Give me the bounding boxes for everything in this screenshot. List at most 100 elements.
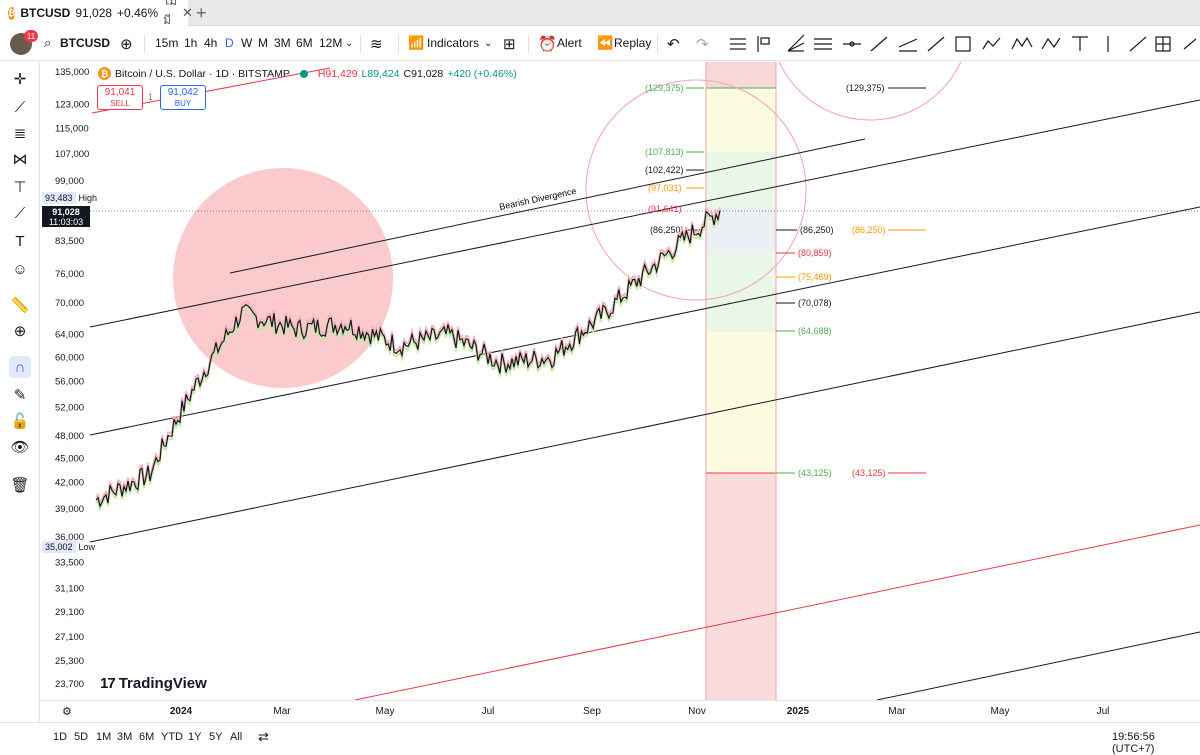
range-5Y[interactable]: 5Y	[209, 731, 223, 743]
lock-icon[interactable]: 🔓	[10, 413, 30, 430]
abc-pattern-icon[interactable]	[1041, 37, 1061, 50]
fixed-range-icon[interactable]	[1072, 36, 1088, 51]
alert-button[interactable]: Alert	[557, 36, 582, 50]
redo-icon[interactable]: ↷	[696, 36, 709, 53]
interval-6M[interactable]: 6M	[296, 36, 313, 50]
chevron-down-icon[interactable]: ⌄	[484, 38, 493, 49]
long-position-icon[interactable]	[757, 36, 770, 52]
horizontal-line-icon[interactable]	[843, 41, 861, 47]
chart-type-icon[interactable]: ≋	[370, 36, 383, 53]
right-label-86250-a: (86,250)	[800, 225, 834, 235]
price-tick-label: 52,000	[55, 403, 84, 414]
sell-price: 91,041	[104, 86, 136, 98]
fib-retracement-icon[interactable]	[730, 38, 746, 50]
undo-icon[interactable]: ↶	[667, 36, 680, 53]
fib-label-70078: (70,078)	[798, 298, 832, 308]
divider	[144, 34, 145, 54]
range-1Y[interactable]: 1Y	[188, 731, 202, 743]
trash-icon[interactable]: 🗑	[10, 477, 30, 494]
interval-4h[interactable]: 4h	[204, 36, 218, 50]
chevron-down-icon[interactable]: ⌄	[345, 38, 354, 49]
interval-3M[interactable]: 3M	[274, 36, 291, 50]
price-line	[95, 210, 721, 508]
range-bar: 1D 5D 1M 3M 6M YTD 1Y 5Y All ⇄ 19:56:56 …	[0, 722, 1200, 755]
range-3M[interactable]: 3M	[117, 731, 133, 743]
regression-icon[interactable]	[898, 38, 918, 52]
countdown: 11:03:03	[48, 217, 84, 227]
interval-1h[interactable]: 1h	[184, 36, 198, 50]
ruler-icon[interactable]: 📏	[10, 297, 30, 314]
text-tool-icon[interactable]: T	[15, 232, 25, 250]
interval-15m[interactable]: 15m	[155, 36, 179, 50]
legend-low: L89,424	[361, 67, 400, 80]
low-label: Low	[78, 542, 96, 552]
new-tab-icon[interactable]: +	[196, 3, 207, 23]
zoom-in-icon[interactable]: ⊕	[13, 323, 27, 340]
price-chart[interactable]: Bearish Divergence (129,375) (107,813) (…	[40, 62, 1200, 700]
time-axis[interactable]: ⚙ 2024 Mar May Jul Sep Nov 2025 Mar May …	[40, 700, 1200, 722]
pattern-tool-icon[interactable]: ⋈	[12, 151, 28, 168]
range-1D[interactable]: 1D	[53, 731, 68, 743]
templates-icon[interactable]: ⊞	[503, 36, 516, 53]
tab-symbol: BTCUSD	[20, 6, 71, 20]
time-label: 2025	[786, 706, 810, 717]
magnet-icon[interactable]: ∩	[9, 356, 31, 378]
range-All[interactable]: All	[230, 731, 243, 743]
buy-button[interactable]: 91,042 BUY	[160, 85, 206, 110]
parallel-channel-icon[interactable]	[814, 38, 832, 50]
ray-icon[interactable]	[927, 36, 945, 52]
compare-plus-icon[interactable]: ⊕	[120, 36, 133, 53]
symbol-search-button[interactable]: BTCUSD	[60, 36, 110, 50]
indicators-button[interactable]: Indicators	[427, 36, 480, 50]
fib-tool-icon[interactable]: ≣	[13, 125, 27, 142]
search-icon[interactable]: ⌕	[44, 35, 52, 50]
highlight-circle	[173, 168, 393, 388]
low-tag: 35,002 Low	[42, 541, 96, 553]
eye-icon[interactable]: 👁	[10, 439, 30, 456]
indicators-icon[interactable]: 📶	[408, 35, 425, 50]
path-icon[interactable]	[982, 37, 1001, 50]
interval-M[interactable]: M	[258, 36, 268, 50]
interval-W[interactable]: W	[241, 36, 253, 50]
range-1M[interactable]: 1M	[96, 731, 112, 743]
range-YTD[interactable]: YTD	[161, 731, 183, 743]
rectangle-icon[interactable]	[955, 36, 971, 52]
emoji-icon[interactable]: ☺	[12, 260, 28, 278]
price-tick-label: 33,500	[55, 557, 84, 568]
crosshair-box-icon[interactable]	[1155, 36, 1171, 52]
outline-circle	[585, 79, 807, 301]
projection-tool-icon[interactable]: ⊤	[13, 179, 27, 196]
high-tag: 93,483 High	[42, 192, 97, 204]
sell-button[interactable]: 91,041 SELL	[97, 85, 143, 110]
range-5D[interactable]: 5D	[74, 731, 89, 743]
tab-close-icon[interactable]: ✕	[182, 5, 193, 20]
top-toolbar: 11 ⌕ BTCUSD ⊕ 15m 1h 4h D W M 3M 6M 12M …	[0, 27, 1200, 61]
trend-line-icon[interactable]: ⟋	[14, 98, 26, 116]
settings-gear-icon[interactable]: ⚙	[62, 706, 72, 718]
price-tick-label: 45,000	[55, 453, 84, 464]
xabcd-pattern-icon[interactable]	[1011, 36, 1033, 50]
gann-fan-icon[interactable]	[787, 34, 805, 52]
brush-icon[interactable]	[1129, 36, 1147, 52]
clock-time[interactable]: 19:56:56 (UTC+7)	[1112, 731, 1155, 755]
price-series	[95, 206, 721, 512]
legend-close: C91,028	[403, 67, 444, 80]
brush-icon[interactable]: ⟋	[14, 204, 26, 222]
link-icon[interactable]	[1183, 38, 1197, 50]
fib-label-86250: (86,250)	[650, 225, 684, 235]
lock-drawing-icon[interactable]: ✎	[13, 387, 27, 404]
range-6M[interactable]: 6M	[139, 731, 155, 743]
drawing-favorites-bar	[730, 34, 1197, 52]
replay-button[interactable]: Replay	[614, 36, 652, 50]
alert-icon[interactable]: ⏰	[538, 36, 557, 53]
interval-D[interactable]: D	[225, 36, 234, 50]
browser-tab[interactable]: ₿ BTCUSD 91,028 +0.46% / ไม่มีชื่ ✕	[0, 0, 193, 46]
interval-12M[interactable]: 12M	[319, 36, 343, 50]
crosshair-icon[interactable]: ✛	[13, 71, 27, 88]
trend-line-icon[interactable]	[870, 36, 888, 52]
buy-price: 91,042	[167, 86, 199, 98]
replay-icon[interactable]: ⏪	[597, 35, 614, 50]
date-range-icon[interactable]: ⇄	[258, 729, 269, 744]
fib-label-91641: (91,641)	[648, 204, 682, 214]
divider	[398, 34, 399, 54]
